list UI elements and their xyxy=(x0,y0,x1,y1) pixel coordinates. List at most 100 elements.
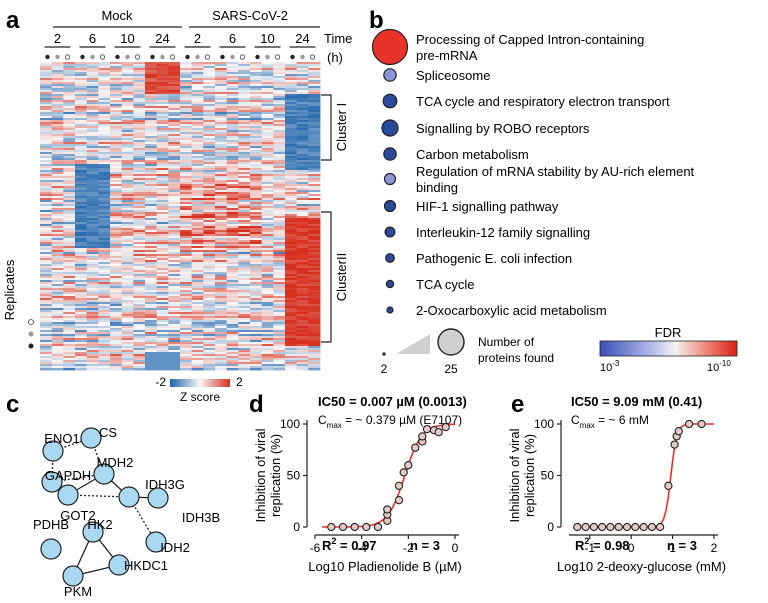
heatmap-cell xyxy=(98,244,111,247)
heatmap-cell xyxy=(156,74,169,77)
heatmap-cell xyxy=(75,250,88,253)
heatmap-cell xyxy=(75,356,88,359)
heatmap-cell xyxy=(98,166,111,169)
heatmap-cell xyxy=(203,186,216,189)
heatmap-cell xyxy=(63,334,76,337)
heatmap-cell xyxy=(110,270,123,273)
heatmap-cell xyxy=(261,292,274,295)
heatmap-cell xyxy=(238,120,251,123)
heatmap-cell xyxy=(75,342,88,345)
heatmap-cell xyxy=(75,314,88,317)
heatmap-cell xyxy=(63,320,76,323)
heatmap-cell xyxy=(168,100,181,103)
heatmap-cell xyxy=(98,358,111,361)
heatmap-cell xyxy=(285,174,298,177)
heatmap-cell xyxy=(63,126,76,129)
heatmap-cell xyxy=(180,208,193,211)
heatmap-cell xyxy=(156,348,169,351)
heatmap-cell xyxy=(296,256,309,259)
heatmap-cell xyxy=(250,80,263,83)
heatmap-cell xyxy=(308,192,321,195)
heatmap-cell xyxy=(51,262,64,265)
heatmap-cell xyxy=(86,124,99,127)
heatmap-cell xyxy=(86,346,99,349)
heatmap-cell xyxy=(51,316,64,319)
heatmap-cell xyxy=(75,68,88,71)
heatmap-cell xyxy=(261,262,274,265)
heatmap-cell xyxy=(86,354,99,357)
heatmap-cell xyxy=(98,146,111,149)
heatmap-cell xyxy=(285,150,298,153)
heatmap-cell xyxy=(308,306,321,309)
heatmap-cell xyxy=(156,350,169,353)
heatmap-cell xyxy=(156,302,169,305)
heatmap-cell xyxy=(121,240,134,243)
heatmap-cell xyxy=(285,330,298,333)
heatmap-cell xyxy=(285,240,298,243)
heatmap-cell xyxy=(51,278,64,281)
heatmap-cell xyxy=(203,100,216,103)
heatmap-cell xyxy=(40,118,53,121)
heatmap-cell xyxy=(98,296,111,299)
heatmap-cell xyxy=(191,330,204,333)
heatmap-cell xyxy=(156,110,169,113)
heatmap-cell xyxy=(75,266,88,269)
heatmap-cell xyxy=(226,322,239,325)
heatmap-cell xyxy=(133,84,146,87)
heatmap-cell xyxy=(133,112,146,115)
ic50-text-e: IC50 = 9.09 mM (0.41) xyxy=(571,394,702,409)
heatmap-cell xyxy=(191,236,204,239)
heatmap-cell xyxy=(110,88,123,91)
heatmap-cell xyxy=(203,158,216,161)
heatmap-cell xyxy=(203,136,216,139)
heatmap-cell xyxy=(180,118,193,121)
heatmap-cell xyxy=(86,234,99,237)
heatmap-cell xyxy=(180,176,193,179)
heatmap-cell xyxy=(51,240,64,243)
heatmap-cell xyxy=(63,294,76,297)
heatmap-cell xyxy=(75,102,88,105)
heatmap-cell xyxy=(250,204,263,207)
heatmap-cell xyxy=(215,106,228,109)
heatmap-cell xyxy=(145,90,158,93)
heatmap-cell xyxy=(226,230,239,233)
network-node-label: MDH2 xyxy=(97,455,134,470)
heatmap-cell xyxy=(98,352,111,355)
heatmap-cell xyxy=(145,190,158,193)
heatmap-cell xyxy=(40,322,53,325)
heatmap-cell xyxy=(40,288,53,291)
heatmap-cell xyxy=(110,98,123,101)
heatmap-cell xyxy=(296,306,309,309)
heatmap-cell xyxy=(75,96,88,99)
heatmap-cell xyxy=(156,244,169,247)
replicate-dot xyxy=(255,54,260,60)
heatmap-cell xyxy=(168,62,181,65)
heatmap-cell xyxy=(215,220,228,223)
heatmap-cell xyxy=(51,184,64,187)
heatmap-cell xyxy=(250,366,263,369)
heatmap-cell xyxy=(156,100,169,103)
heatmap-cell xyxy=(110,74,123,77)
heatmap-cell xyxy=(273,288,286,291)
heatmap-cell xyxy=(40,156,53,159)
heatmap-cell xyxy=(110,218,123,221)
heatmap-cell xyxy=(63,258,76,261)
heatmap-cell xyxy=(51,130,64,133)
heatmap-cell xyxy=(250,86,263,89)
heatmap-cell xyxy=(51,368,64,371)
heatmap-cell xyxy=(133,318,146,321)
heatmap-cell xyxy=(121,96,134,99)
heatmap-cell xyxy=(121,150,134,153)
heatmap-cell xyxy=(40,224,53,227)
heatmap-cell xyxy=(168,356,181,359)
heatmap-cell xyxy=(40,146,53,149)
heatmap-cell xyxy=(156,362,169,365)
heatmap-cell xyxy=(308,158,321,161)
replicate-dot xyxy=(230,54,235,60)
heatmap-cell xyxy=(296,184,309,187)
heatmap-cell xyxy=(121,142,134,145)
heatmap-cell xyxy=(40,336,53,339)
heatmap-cell xyxy=(180,66,193,69)
heatmap-cell xyxy=(98,280,111,283)
heatmap-cell xyxy=(168,232,181,235)
